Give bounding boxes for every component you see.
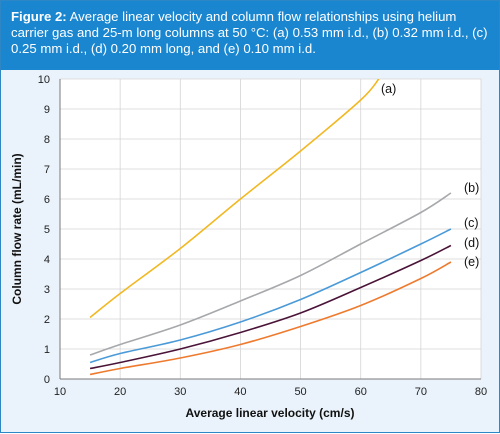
y-tick-label: 1 xyxy=(44,344,50,356)
x-tick-label: 50 xyxy=(294,386,306,398)
series-label: (b) xyxy=(464,181,479,195)
series-line xyxy=(89,228,452,364)
series-line xyxy=(89,261,452,376)
y-tick-label: 4 xyxy=(44,254,50,266)
caption-text: Average linear velocity and column flow … xyxy=(11,9,488,56)
x-tick-label: 80 xyxy=(475,386,487,398)
x-tick-label: 60 xyxy=(355,386,367,398)
axes: 0 1 2 3 4 5 6 7 8 9 10 10 20 30 40 50 60 70 80 xyxy=(38,74,487,398)
series-label: (a) xyxy=(381,82,396,96)
x-tick-label: 40 xyxy=(234,386,246,398)
x-tick-label: 10 xyxy=(54,386,66,398)
y-tick-label: 5 xyxy=(44,224,50,236)
series-label: (d) xyxy=(464,236,479,250)
y-axis-title: Column flow rate (mL/min) xyxy=(10,153,24,304)
y-tick-label: 10 xyxy=(38,74,50,86)
series-line xyxy=(89,192,452,356)
y-tick-label: 2 xyxy=(44,314,50,326)
y-tick-label: 9 xyxy=(44,104,50,116)
series-line xyxy=(89,244,452,370)
y-tick-label: 0 xyxy=(44,374,50,386)
series-label: (e) xyxy=(464,255,479,269)
series-labels: (a) (b) (c) (d) (e) xyxy=(381,82,479,269)
x-axis-title: Average linear velocity (cm/s) xyxy=(186,406,355,420)
y-tick-label: 3 xyxy=(44,284,50,296)
series-line xyxy=(89,79,380,319)
x-tick-label: 20 xyxy=(114,386,126,398)
series-lines xyxy=(89,79,452,376)
caption-prefix: Figure 2: xyxy=(11,9,67,24)
x-tick-label: 30 xyxy=(174,386,186,398)
y-tick-label: 7 xyxy=(44,164,50,176)
series-label: (c) xyxy=(464,216,479,230)
figure-caption: Figure 2: Average linear velocity and co… xyxy=(1,1,499,70)
y-tick-label: 6 xyxy=(44,194,50,206)
y-tick-label: 8 xyxy=(44,134,50,146)
x-tick-label: 70 xyxy=(415,386,427,398)
